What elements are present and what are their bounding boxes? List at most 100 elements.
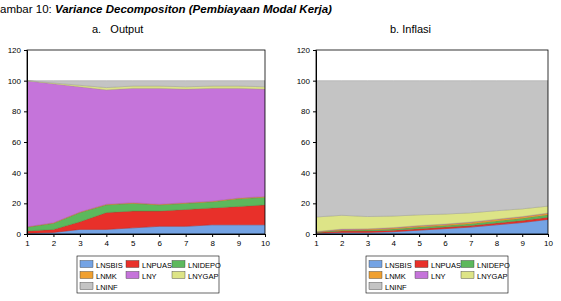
chart: a. Output02040608010012012345678910LNSBI… [8, 23, 271, 293]
x-tick: 3 [366, 234, 371, 248]
legend-label: LNPUAS [142, 261, 172, 270]
y-tick: 40 [12, 169, 27, 178]
y-axis: 0 20 40 60 80 100 120 [297, 46, 317, 239]
x-tick-label: 9 [520, 239, 525, 248]
y-tick-mark [24, 234, 27, 235]
legend-swatch [80, 283, 93, 290]
x-axis-line [317, 235, 549, 238]
y-tick-mark [313, 81, 316, 82]
y-tick-label: 20 [12, 199, 21, 208]
subtitle: b. Inflasi [390, 23, 431, 35]
x-tick: 3 [78, 234, 83, 248]
x-tick-label: 5 [417, 239, 422, 248]
legend-label: LNINF [96, 283, 118, 292]
x-tick: 9 [520, 234, 525, 248]
plot-area [316, 50, 548, 234]
y-tick-label: 120 [297, 46, 311, 55]
legend: LNSBISLNPUASLNIDEPOLNMKLNYLNYGAPLNINF [366, 256, 510, 293]
legend-swatch [126, 261, 139, 268]
x-tick-label: 6 [157, 239, 162, 248]
y-tick-mark [313, 203, 316, 204]
legend-swatch [369, 261, 382, 268]
y-tick-label: 60 [301, 138, 310, 147]
y-tick: 20 [301, 199, 316, 208]
y-tick-label: 100 [8, 77, 22, 86]
x-tick-label: 7 [184, 239, 189, 248]
y-tick-label: 0 [17, 230, 22, 239]
x-tick-mark [265, 234, 266, 237]
areas [27, 81, 265, 234]
legend-label: LNMK [96, 272, 117, 281]
legend-swatch [415, 272, 428, 279]
x-tick-mark [239, 234, 240, 237]
legend-label: LNY [431, 272, 446, 281]
y-tick-label: 0 [306, 230, 311, 239]
y-tick-mark [24, 142, 27, 143]
legend-label: LNYGAP [477, 272, 507, 281]
x-tick: 8 [495, 234, 500, 248]
x-tick-mark [80, 234, 81, 237]
x-tick-mark [53, 234, 54, 237]
x-tick-label: 10 [261, 239, 270, 248]
y-tick: 100 [297, 77, 316, 86]
y-tick: 120 [8, 46, 27, 55]
x-tick-label: 3 [78, 239, 83, 248]
y-tick: 40 [301, 169, 316, 178]
legend-label: LNIDEPO [477, 261, 510, 270]
y-axis-line [313, 51, 317, 235]
y-tick: 120 [297, 46, 316, 55]
x-tick: 10 [544, 234, 553, 248]
x-tick-mark [159, 234, 160, 237]
y-tick-label: 60 [12, 138, 21, 147]
area-lninf [27, 81, 265, 88]
x-tick: 5 [131, 234, 136, 248]
legend-label: LNSBIS [385, 261, 412, 270]
subtitle: a. Output [92, 23, 143, 35]
y-tick: 100 [8, 77, 27, 86]
x-tick: 2 [52, 234, 57, 248]
x-tick-label: 2 [340, 239, 345, 248]
y-tick-mark [313, 234, 316, 235]
y-tick-mark [24, 81, 27, 82]
x-tick: 6 [443, 234, 448, 248]
x-tick-mark [393, 234, 394, 237]
legend-label: LNPUAS [431, 261, 461, 270]
y-tick: 20 [12, 199, 27, 208]
x-tick-mark [212, 234, 213, 237]
x-tick-label: 10 [544, 239, 553, 248]
y-tick: 80 [301, 107, 316, 116]
x-tick-mark [368, 234, 369, 237]
y-tick-label: 80 [12, 107, 21, 116]
x-tick-mark [419, 234, 420, 237]
legend-swatch [415, 261, 428, 268]
y-tick-mark [24, 173, 27, 174]
x-tick-label: 8 [210, 239, 215, 248]
x-tick-label: 4 [392, 239, 397, 248]
x-tick-label: 9 [237, 239, 242, 248]
y-tick: 80 [12, 107, 27, 116]
legend-label: LNY [142, 272, 157, 281]
y-tick-mark [24, 203, 27, 204]
x-tick-label: 8 [495, 239, 500, 248]
plot-frame [316, 50, 548, 234]
y-tick-mark [24, 50, 27, 51]
legend-swatch [369, 272, 382, 279]
legend-label: LNYGAP [188, 272, 218, 281]
x-tick: 8 [210, 234, 215, 248]
x-tick-label: 6 [443, 239, 448, 248]
legend-swatch [461, 272, 474, 279]
x-tick: 1 [25, 234, 30, 248]
x-tick: 9 [237, 234, 242, 248]
y-axis-line [24, 51, 28, 235]
legend: LNSBISLNPUASLNIDEPOLNMKLNYLNYGAPLNINF [77, 256, 221, 293]
legend-swatch [80, 261, 93, 268]
x-tick-label: 5 [131, 239, 136, 248]
y-tick: 60 [301, 138, 316, 147]
y-tick-mark [313, 142, 316, 143]
x-tick-mark [342, 234, 343, 237]
y-tick-label: 40 [301, 169, 310, 178]
x-tick-mark [496, 234, 497, 237]
legend-swatch [172, 272, 185, 279]
x-tick-label: 2 [52, 239, 57, 248]
legend-label: LNINF [385, 283, 407, 292]
